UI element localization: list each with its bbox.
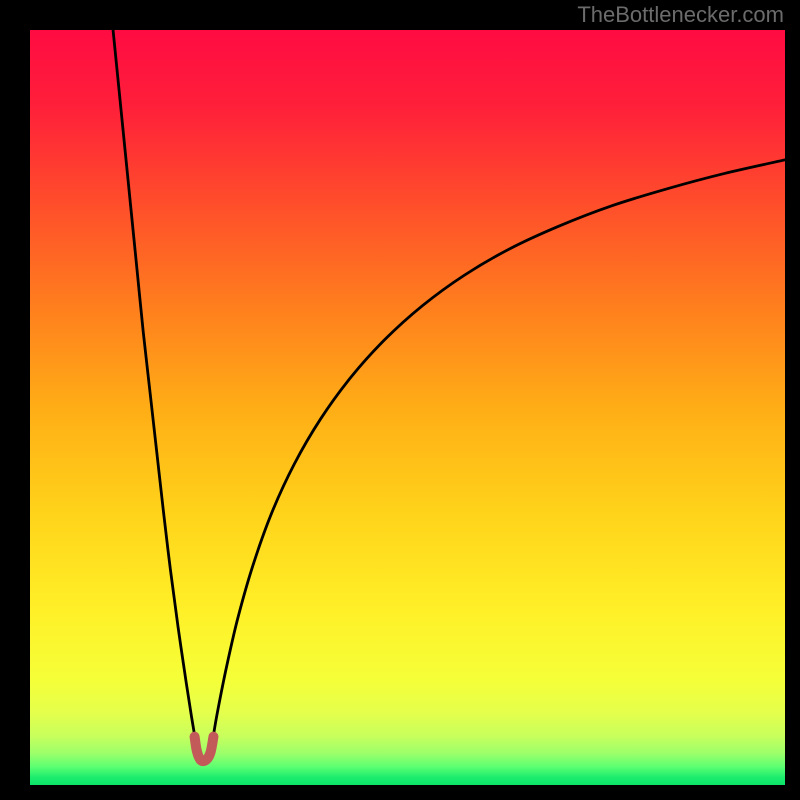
plot-area <box>30 30 785 785</box>
gradient-background <box>30 30 785 785</box>
stage: TheBottlenecker.com <box>0 0 800 800</box>
watermark-text: TheBottlenecker.com <box>577 2 784 28</box>
plot-svg <box>30 30 785 785</box>
